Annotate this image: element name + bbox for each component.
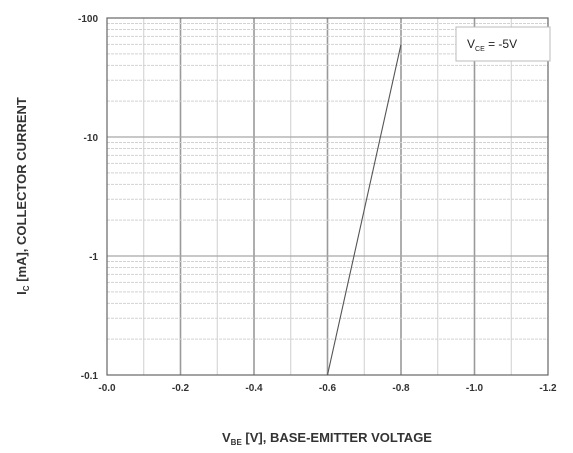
y-tick-label: -10 [84,133,99,144]
y-tick-label: -1 [89,252,98,263]
x-tick-label: -0.2 [172,383,190,394]
x-tick-label: -1.2 [539,383,557,394]
x-tick-label: -0.0 [98,383,116,394]
series-line [326,44,402,376]
legend-box: VCE = -5V [455,26,551,62]
x-tick-labels: -0.0 -0.2 -0.4 -0.6 -0.8 -1.0 -1.2 [98,383,557,394]
x-tick-label: -0.4 [245,383,263,394]
y-tick-label: -100 [78,14,98,25]
y-tick-label: -0.1 [81,371,99,382]
series-layer [326,44,402,376]
y-tick-labels: -0.1 -1 -10 -100 [78,14,98,382]
x-tick-label: -1.0 [466,383,484,394]
y-axis-label: IC [mA], COLLECTOR CURRENT [14,97,31,295]
legend-label: VCE = -5V [467,37,517,53]
x-axis-label: VBE [V], BASE-EMITTER VOLTAGE [222,430,432,447]
grid-lines [107,18,548,375]
x-tick-label: -0.8 [392,383,410,394]
x-tick-label: -0.6 [319,383,337,394]
